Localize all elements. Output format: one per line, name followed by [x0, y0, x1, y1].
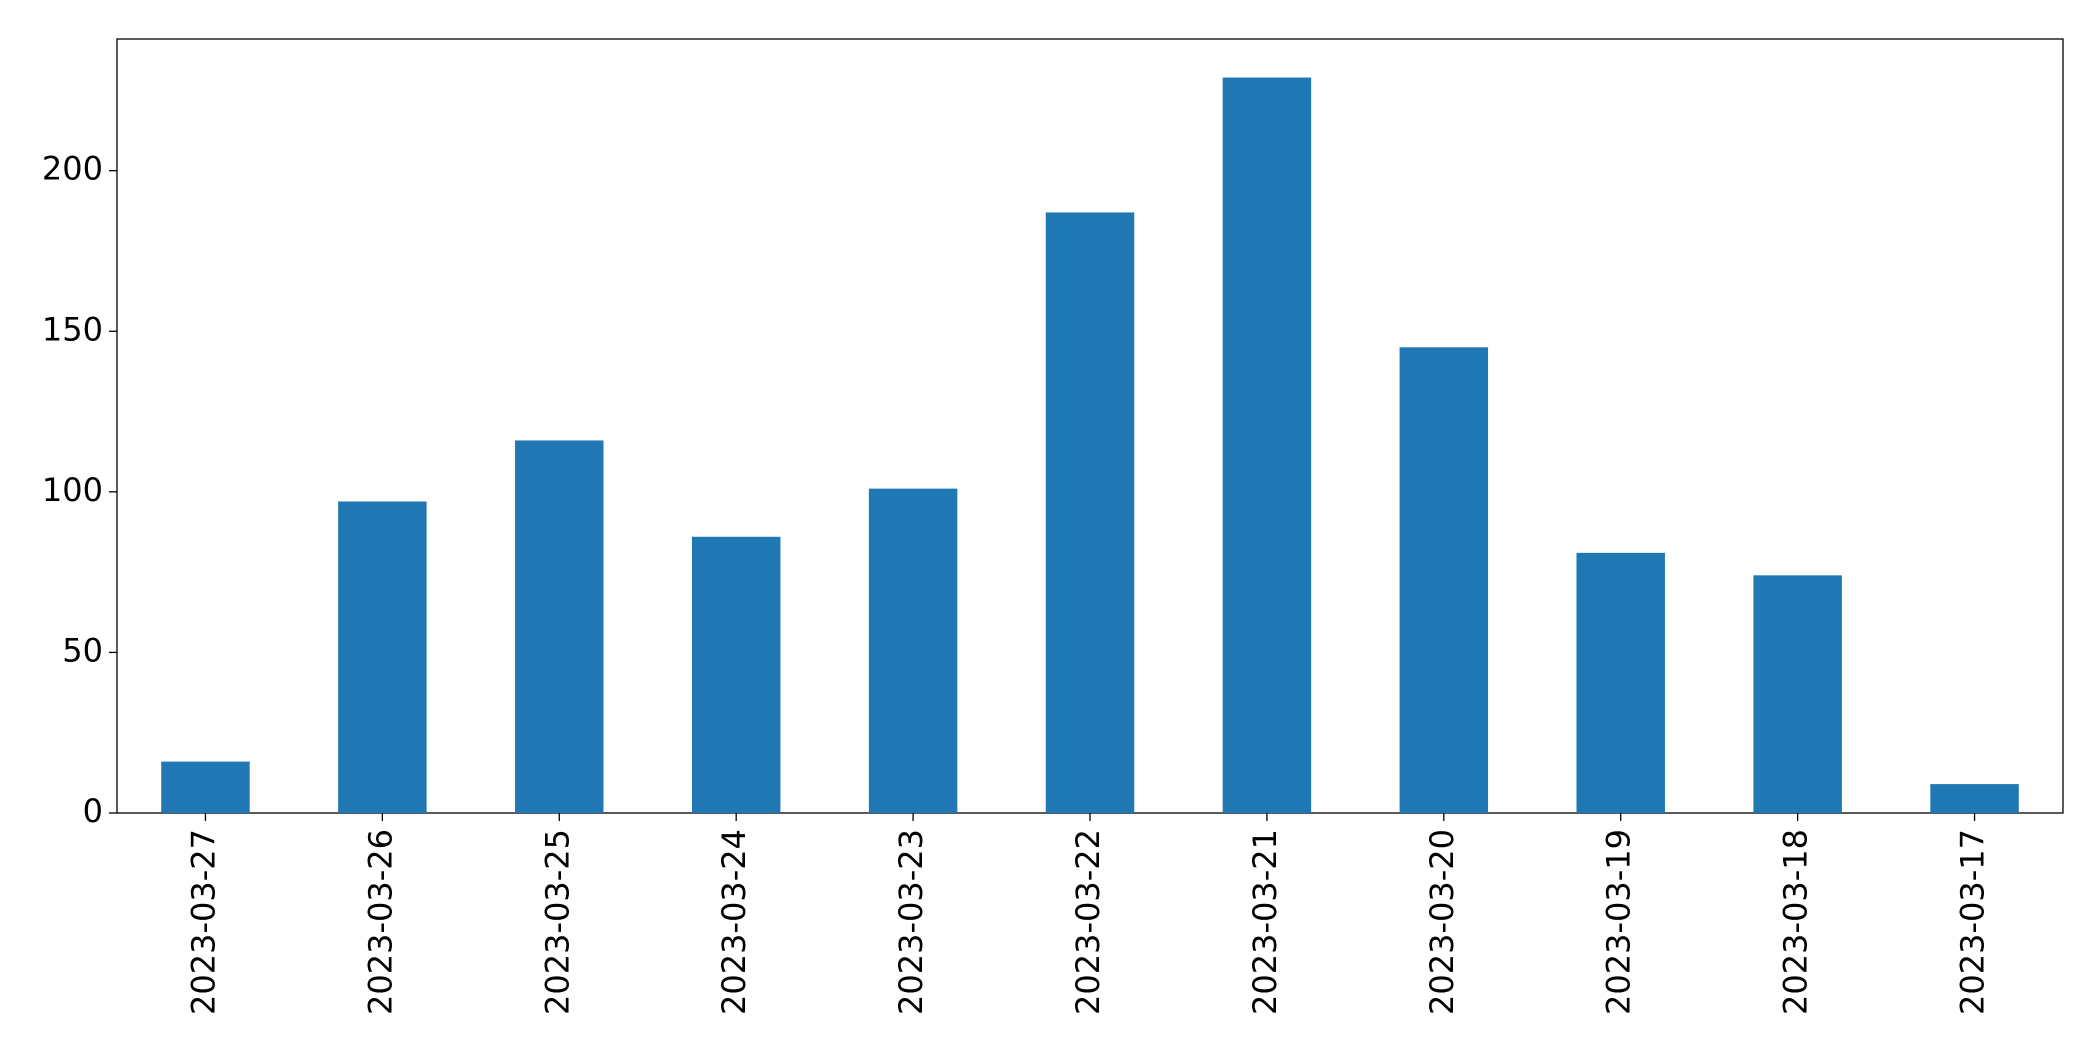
x-tick-label: 2023-03-20 [1423, 829, 1461, 1015]
x-tick-label: 2023-03-27 [184, 829, 222, 1015]
x-tick-label: 2023-03-23 [892, 829, 930, 1015]
bar [1930, 784, 2019, 813]
bar [1576, 552, 1665, 813]
bar [338, 501, 427, 813]
x-tick-label: 2023-03-21 [1246, 829, 1284, 1015]
bar [515, 440, 604, 813]
x-tick-label: 2023-03-18 [1777, 829, 1815, 1015]
bar [1399, 347, 1489, 813]
bar [1222, 77, 1312, 813]
bar [691, 536, 781, 813]
y-tick-label: 100 [42, 471, 103, 509]
y-tick-label: 150 [42, 310, 103, 348]
y-tick-label: 0 [83, 792, 103, 830]
x-tick-label: 2023-03-19 [1600, 829, 1638, 1015]
bar [161, 761, 250, 813]
y-tick-label: 200 [42, 150, 103, 188]
y-tick-label: 50 [62, 631, 103, 669]
bar [1045, 212, 1135, 814]
x-tick-label: 2023-03-26 [361, 829, 399, 1015]
bar [868, 488, 958, 813]
x-tick-label: 2023-03-17 [1954, 829, 1992, 1015]
x-tick-label: 2023-03-22 [1069, 829, 1107, 1015]
x-tick-label: 2023-03-25 [538, 829, 576, 1015]
bar [1753, 575, 1842, 813]
x-tick-label: 2023-03-24 [715, 829, 753, 1015]
